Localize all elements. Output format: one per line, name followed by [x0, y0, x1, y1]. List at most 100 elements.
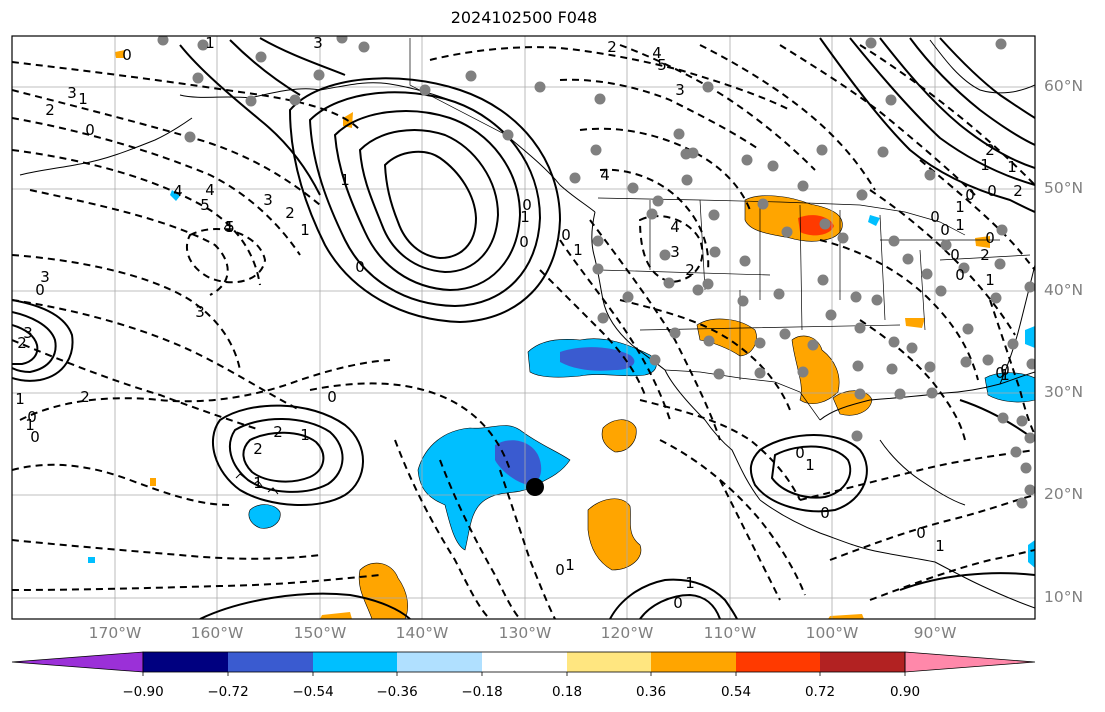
northern-arc-2: [229, 39, 301, 96]
coast-baja: [664, 369, 761, 501]
contour-label: 4: [670, 218, 680, 236]
contour-label: 1: [935, 537, 945, 555]
contour-label: 1: [520, 208, 530, 226]
shading-south-edge-1: [320, 612, 352, 619]
map-frame: [11, 35, 1036, 620]
contour-label: 0: [955, 266, 965, 284]
contour-label: 1: [573, 241, 583, 259]
contour-label: 0: [327, 388, 337, 406]
solid-central-south-1: [199, 592, 411, 619]
colorbar-min-extend: [11, 651, 144, 673]
northern-arc-3: [259, 37, 346, 76]
shading-east-pacific-2: [587, 498, 642, 571]
map-background: [12, 36, 1035, 619]
contour-label: 2: [17, 334, 27, 352]
contour-label: 0: [122, 46, 132, 64]
lon-tick-label: 100°W: [805, 624, 859, 642]
contour-label: 1: [340, 171, 350, 189]
contour-label: 1: [955, 198, 965, 216]
lon-tick-label: 150°W: [293, 624, 347, 642]
contour-label: 0: [555, 561, 565, 579]
shading-gulf-coast: [984, 372, 1035, 403]
contour-label: 0: [35, 281, 45, 299]
contour-label: 1: [25, 416, 35, 434]
colorbar-bin: [313, 652, 397, 672]
contour-label: 1: [205, 34, 215, 52]
map-title: 2024102500 F048: [450, 8, 598, 27]
ridge-northeast-4: [909, 37, 1035, 146]
contour-label: 2: [607, 38, 617, 56]
contour-label: 0: [820, 504, 830, 522]
contour-label: 1: [685, 574, 695, 592]
shading-pacific-small-1: [170, 190, 180, 201]
contour-label: 2: [253, 440, 263, 458]
contour-label: 5: [200, 196, 210, 214]
contour-label: 1: [15, 390, 25, 408]
coast-central-america: [934, 561, 1035, 609]
contour-label: 0: [355, 258, 365, 276]
shading-hawaii-small: [150, 478, 156, 486]
contour-label: 0: [519, 233, 529, 251]
shading-northwest-small: [115, 50, 125, 58]
contour-label: 3: [40, 268, 50, 286]
colorbar-label: −0.72: [207, 684, 249, 700]
shading-subtropical-pacific-inner: [495, 440, 542, 485]
high-gulf-of-alaska-5: [383, 150, 478, 260]
contour-label: 0: [940, 221, 950, 239]
border-us-mexico: [664, 369, 821, 421]
contour-label: 0: [561, 226, 571, 244]
contour-label: 0: [27, 408, 37, 426]
contour-label: 0: [985, 229, 995, 247]
high-gulf-of-alaska-1: [288, 77, 562, 324]
contour-label: 0: [673, 594, 683, 612]
high-mexico-inner: [770, 445, 852, 499]
lon-tick-label: 160°W: [190, 624, 244, 642]
contour-label: 4: [205, 181, 215, 199]
station-dots: [157, 36, 1035, 509]
contour-label: 0: [930, 208, 940, 226]
graticule: [12, 36, 1035, 619]
ridge-northeast-1: [819, 37, 1035, 213]
shading-south-edge-2: [828, 614, 864, 619]
coast-hudson-bay: [929, 39, 1035, 94]
high-mexico: [749, 434, 868, 513]
contour-label: 0: [795, 444, 805, 462]
coast-gulf-of-mexico: [819, 371, 1035, 421]
contour-label: 0: [995, 364, 1005, 382]
contour-label: 1: [1000, 366, 1010, 384]
colorbar-label: 0.54: [720, 684, 752, 700]
shading-northeast-small: [975, 236, 990, 248]
contour-label: 0: [85, 121, 95, 139]
contour-label: 0: [30, 428, 40, 446]
negative-anomaly-shading: [88, 190, 1035, 568]
ridge-northeast-3: [879, 37, 1035, 169]
coast-yucatan: [879, 439, 966, 506]
contour-label: 2: [80, 388, 90, 406]
lat-tick-label: 60°N: [1044, 77, 1084, 95]
coast-mexico-pacific: [759, 499, 936, 563]
contour-label: 2: [285, 204, 295, 222]
colorbar-bin: [143, 652, 228, 672]
contour-label: 3: [313, 34, 323, 52]
solid-west-edge-1: [12, 299, 74, 382]
shading-hawaii: [248, 504, 281, 529]
colorbar-bin: [482, 652, 567, 672]
contour-label: 2: [273, 423, 283, 441]
low-subtropical-1: [211, 404, 364, 507]
contour-label: 1: [565, 556, 575, 574]
high-gulf-of-alaska-4: [358, 129, 500, 274]
contour-label: 0: [987, 182, 997, 200]
lon-tick-label: 120°W: [600, 624, 654, 642]
solid-west-edge-3: [12, 324, 39, 365]
solid-east-south: [899, 572, 1035, 591]
lon-tick-label: 130°W: [498, 624, 552, 642]
low-subtropical-2: [228, 418, 344, 493]
contour-label: 0: [522, 196, 532, 214]
contour-label: 1: [955, 216, 965, 234]
dashed-contours: [12, 44, 1035, 619]
coast-aleutians: [19, 117, 193, 176]
contour-label: 0: [916, 524, 926, 542]
lat-tick-label: 50°N: [1044, 179, 1084, 197]
